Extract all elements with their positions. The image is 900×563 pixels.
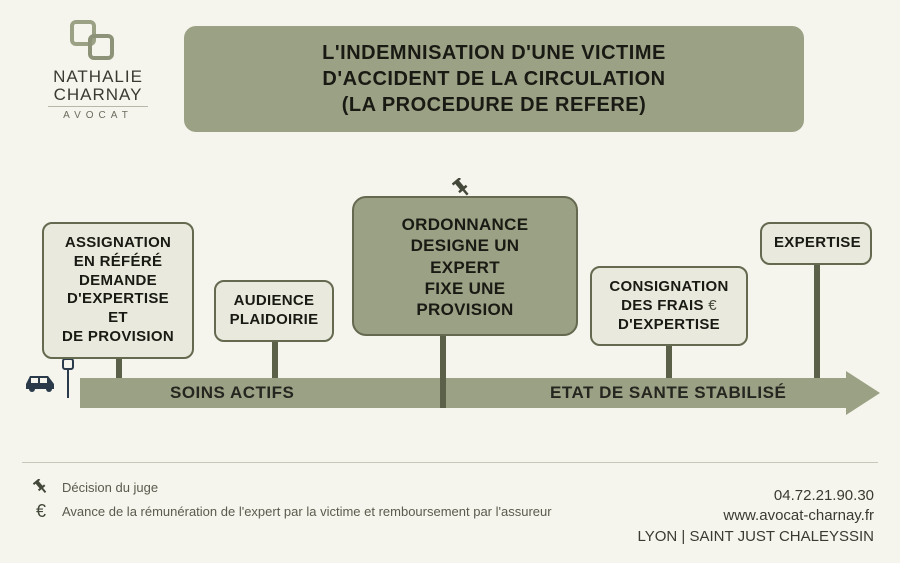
title-line2: D'ACCIDENT DE LA CIRCULATION [204,66,784,92]
title-line3: (LA PROCEDURE DE REFERE) [204,92,784,118]
logo-name-line2: CHARNAY [28,86,168,104]
contact-cities: LYON | SAINT JUST CHALEYSSIN [638,527,874,547]
step-audience: AUDIENCEPLAIDOIRIE [214,280,334,342]
title-line1: L'INDEMNISATION D'UNE VICTIME [204,40,784,66]
logo-name-line1: NATHALIE [28,68,168,86]
logo-subtitle: AVOCAT [28,110,168,121]
legend-item-gavel: Décision du juge [30,478,552,496]
connector-expertise [814,248,820,378]
legend: Décision du juge € Avance de la rémunéra… [30,478,552,526]
contact-website: www.avocat-charnay.fr [638,506,874,526]
timeline-label-right: ETAT DE SANTE STABILISÉ [550,383,786,403]
gavel-icon [30,478,52,496]
legend-text-gavel: Décision du juge [62,480,158,495]
step-ordonnance: ORDONNANCEDESIGNE UN EXPERTFIXE UNE PROV… [352,196,578,336]
legend-item-euro: € Avance de la rémunération de l'expert … [30,502,552,520]
step-expertise: EXPERTISE [760,222,872,265]
timeline: SOINS ACTIFS ETAT DE SANTE STABILISÉ [20,378,880,408]
step-assignation: ASSIGNATIONEN RÉFÉRÉDEMANDED'EXPERTISE E… [42,222,194,359]
section-divider [22,462,878,463]
timeline-arrowhead [846,371,880,415]
contact-phone: 04.72.21.90.30 [638,486,874,506]
euro-icon: € [30,502,52,520]
contact-block: 04.72.21.90.30 www.avocat-charnay.fr LYO… [638,486,874,547]
step-consignation: CONSIGNATIONDES FRAIS €D'EXPERTISE [590,266,748,346]
logo: NATHALIE CHARNAY AVOCAT [28,20,168,121]
timeline-label-left: SOINS ACTIFS [170,383,294,403]
page-title: L'INDEMNISATION D'UNE VICTIME D'ACCIDENT… [184,26,804,132]
legend-text-euro: Avance de la rémunération de l'expert pa… [62,504,552,519]
logo-mark [70,20,126,62]
